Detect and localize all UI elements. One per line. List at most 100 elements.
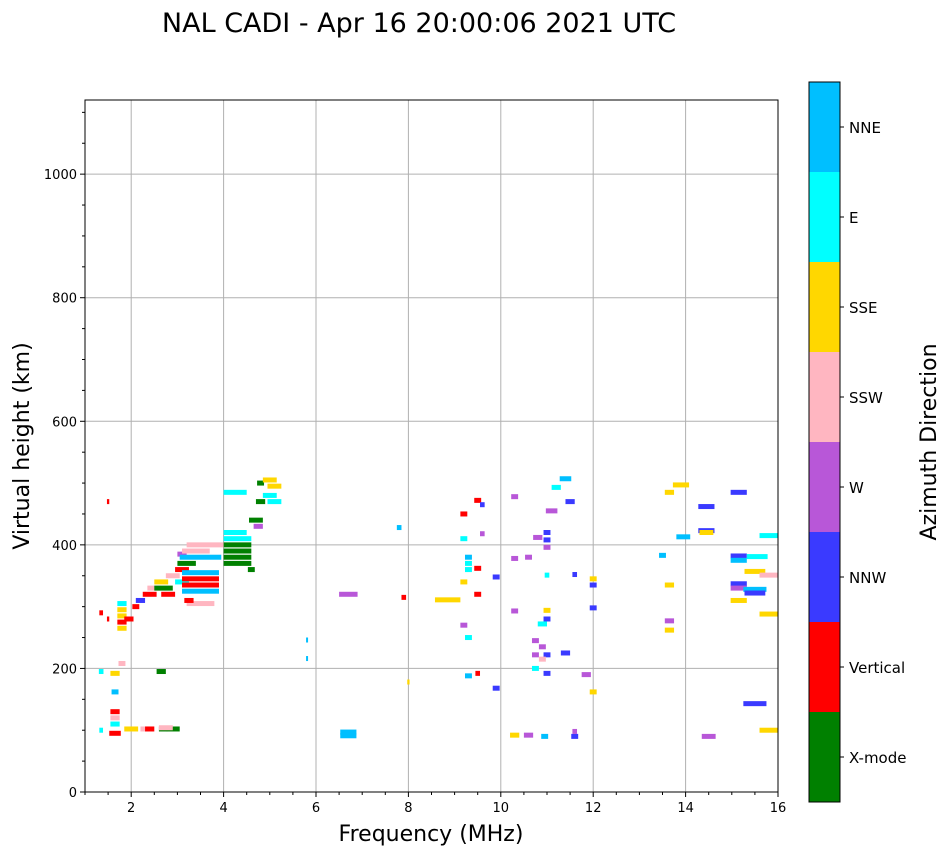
echo-point xyxy=(523,732,534,738)
echo-point xyxy=(759,727,778,733)
echo-point xyxy=(743,701,767,707)
colorbar-label: Vertical xyxy=(849,659,905,677)
colorbar-label: NNW xyxy=(849,569,886,587)
echo-point xyxy=(255,499,266,505)
echo-point xyxy=(339,591,358,597)
echo-point xyxy=(560,650,571,656)
y-axis-label: Virtual height (km) xyxy=(10,342,35,549)
colorbar-segment xyxy=(809,442,840,532)
echo-point xyxy=(182,588,219,594)
echo-point xyxy=(572,572,578,578)
echo-point xyxy=(407,679,410,685)
colorbar-label: E xyxy=(849,209,858,227)
echo-point xyxy=(182,570,219,576)
echo-point xyxy=(474,591,482,597)
colorbar: X-mode Vertical NNW W SSW SSE E NNE xyxy=(808,81,906,803)
echo-point xyxy=(664,618,675,624)
echo-point xyxy=(464,567,472,573)
echo-point xyxy=(743,586,767,592)
colorbar-frame xyxy=(808,81,841,803)
x-tick-label: 2 xyxy=(127,801,135,816)
x-tick-label: 6 xyxy=(312,801,320,816)
y-tick-label: 800 xyxy=(52,292,77,307)
echo-point xyxy=(730,597,747,603)
colorbar-title: Azimuth Direction xyxy=(917,343,942,540)
echo-point xyxy=(106,616,110,622)
echo-point xyxy=(175,567,189,573)
echo-point xyxy=(111,689,119,695)
echo-point xyxy=(161,591,176,597)
echo-point xyxy=(531,652,539,658)
echo-point xyxy=(249,517,263,523)
colorbar-label: X-mode xyxy=(849,749,906,767)
y-tick-label: 1000 xyxy=(44,168,77,183)
echo-point xyxy=(730,557,747,563)
echo-point xyxy=(124,616,134,622)
echo-point xyxy=(744,590,766,596)
echo-point xyxy=(589,582,597,588)
echo-point xyxy=(581,672,591,678)
echo-point xyxy=(396,525,402,531)
echo-point xyxy=(184,597,194,603)
echo-point xyxy=(247,567,255,573)
echo-point xyxy=(223,536,252,542)
echo-point xyxy=(267,483,282,489)
echo-point xyxy=(109,730,121,736)
echo-point xyxy=(730,585,747,591)
echo-point xyxy=(533,534,543,540)
echo-point xyxy=(464,554,472,560)
echo-point xyxy=(175,579,189,585)
echo-point xyxy=(730,489,747,495)
echo-point xyxy=(182,582,219,588)
echo-point xyxy=(511,494,519,500)
colorbar-segment xyxy=(809,262,840,352)
echo-point xyxy=(118,660,126,666)
colorbar-segment xyxy=(809,712,840,802)
echo-point xyxy=(117,601,127,607)
echo-point xyxy=(340,733,357,739)
echo-point xyxy=(223,542,252,548)
x-tick-label: 4 xyxy=(219,801,227,816)
echo-point xyxy=(589,605,597,611)
echo-point xyxy=(110,715,120,721)
echo-point xyxy=(664,489,675,495)
echo-point xyxy=(434,597,461,603)
echo-point xyxy=(543,544,551,550)
echo-point xyxy=(142,591,157,597)
echo-point xyxy=(106,499,110,505)
echo-point xyxy=(177,551,187,557)
y-tick-label: 200 xyxy=(52,662,77,677)
echo-point xyxy=(182,548,210,554)
echo-point xyxy=(124,726,139,732)
echo-point xyxy=(492,574,500,580)
echo-point xyxy=(257,480,265,486)
echo-point xyxy=(510,732,520,738)
echo-point xyxy=(186,601,215,607)
echo-point xyxy=(117,607,127,613)
echo-point xyxy=(589,576,597,582)
chart-title: NAL CADI - Apr 16 20:00:06 2021 UTC xyxy=(162,8,676,39)
echo-point xyxy=(676,534,691,540)
echo-point xyxy=(154,585,173,591)
echo-point xyxy=(480,531,485,537)
echo-point xyxy=(541,733,549,739)
echo-point xyxy=(543,670,551,676)
echo-point xyxy=(158,725,173,731)
echo-point xyxy=(701,733,716,739)
echo-point xyxy=(759,533,778,539)
y-tick-label: 400 xyxy=(52,539,77,554)
echo-point xyxy=(401,594,407,600)
echo-point xyxy=(571,733,579,739)
echo-point xyxy=(543,616,551,622)
echo-point xyxy=(177,560,196,566)
echo-point xyxy=(480,502,485,508)
echo-point xyxy=(572,728,578,734)
echo-point xyxy=(464,635,472,641)
colorbar-segment xyxy=(809,352,840,442)
echo-point xyxy=(306,637,309,643)
y-tick-label: 0 xyxy=(69,786,77,801)
echo-point xyxy=(744,568,766,574)
echo-point xyxy=(730,553,747,559)
echo-point xyxy=(543,652,551,658)
echo-point xyxy=(464,673,472,679)
